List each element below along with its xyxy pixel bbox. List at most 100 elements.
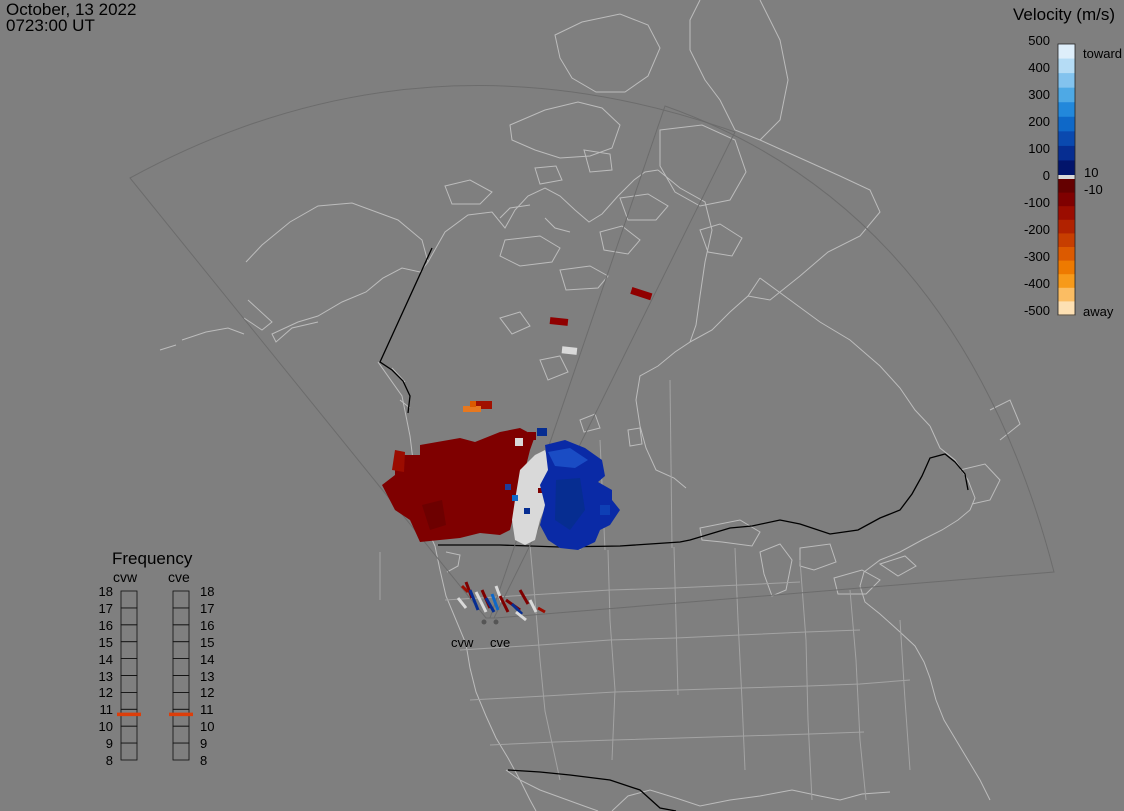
velocity-tick-label: 0 <box>1042 168 1050 183</box>
velocity-swatch-toward <box>1058 102 1075 118</box>
ground-scatter-echoes <box>505 432 552 545</box>
time-label: 0723:00 UT <box>6 16 95 35</box>
state-boundaries <box>379 379 911 801</box>
velocity-swatch-away <box>1058 179 1075 194</box>
velocity-threshold-positive: 10 <box>1084 165 1099 180</box>
velocity-swatch-toward <box>1058 145 1075 162</box>
frequency-tick-label-left: 18 <box>98 584 113 599</box>
velocity-away-label: away <box>1083 304 1114 319</box>
velocity-swatch-away <box>1058 274 1075 289</box>
frequency-cell-cvw <box>120 607 138 626</box>
map-radar-label-cve: cve <box>490 635 511 650</box>
frequency-tick-label-right: 18 <box>200 584 215 599</box>
frequency-tick-label-left: 17 <box>98 600 113 616</box>
frequency-cell-cve <box>172 742 190 761</box>
velocity-swatch-toward <box>1058 87 1075 103</box>
frequency-tick-label-left: 15 <box>98 634 113 650</box>
frequency-tick-label-right: 10 <box>200 719 215 735</box>
coastlines <box>159 0 1021 811</box>
velocity-tick-label: -100 <box>1023 195 1050 210</box>
frequency-radar-label-cve: cve <box>168 569 190 585</box>
cvw-main-away-echo <box>382 428 535 542</box>
velocity-swatch-toward <box>1058 160 1075 176</box>
frequency-cell-cvw <box>120 725 138 744</box>
frequency-tick-label-right: 16 <box>200 617 215 633</box>
frequency-cell-cve <box>172 658 190 676</box>
velocity-swatch-away <box>1058 301 1075 316</box>
velocity-swatch-away <box>1058 287 1075 302</box>
frequency-tick-label-left: 10 <box>98 719 113 735</box>
radar-fields-of-view <box>129 85 1055 619</box>
radar-sites <box>481 619 499 625</box>
frequency-tick-label-right: 8 <box>200 753 208 768</box>
velocity-colorbar <box>1057 43 1076 316</box>
velocity-swatch-toward <box>1058 131 1075 147</box>
frequency-cell-cvw <box>120 742 138 761</box>
frequency-cell-cve <box>172 590 190 609</box>
velocity-threshold-negative: -10 <box>1084 182 1103 197</box>
velocity-swatch-away <box>1058 260 1075 275</box>
velocity-tick-label: 100 <box>1028 141 1050 156</box>
frequency-tick-label-left: 13 <box>98 668 113 684</box>
country-borders <box>379 247 969 811</box>
velocity-colorbar-frame <box>1057 43 1076 316</box>
frequency-tick-label-right: 14 <box>200 651 215 667</box>
frequency-tick-label-left: 11 <box>99 702 114 718</box>
frequency-tick-label-right: 9 <box>200 736 208 752</box>
velocity-swatch-away <box>1058 206 1075 221</box>
frequency-cell-cve <box>172 607 190 626</box>
frequency-tick-label-right: 13 <box>200 668 215 684</box>
frequency-cell-cvw <box>120 658 138 676</box>
cve-site-marker <box>493 619 499 625</box>
velocity-tick-label: -300 <box>1023 249 1050 264</box>
frequency-cell-cvw <box>120 641 138 660</box>
velocity-tick-label: -500 <box>1023 303 1050 318</box>
cvw-site-marker <box>481 619 487 625</box>
velocity-swatch-toward <box>1058 73 1075 89</box>
velocity-swatch-away <box>1058 192 1075 207</box>
frequency-cell-cve <box>172 641 190 660</box>
velocity-swatch-away <box>1058 233 1075 248</box>
frequency-cell-cve <box>172 624 190 643</box>
frequency-tick-label-left: 16 <box>98 617 113 633</box>
velocity-legend-title: Velocity (m/s) <box>1013 5 1116 24</box>
velocity-tick-label: 500 <box>1028 33 1050 48</box>
frequency-tick-label-right: 17 <box>200 600 215 616</box>
near-range-echoes <box>456 581 546 622</box>
frequency-cell-cve <box>172 675 190 693</box>
velocity-tick-label: -400 <box>1023 276 1050 291</box>
frequency-tick-label-right: 15 <box>200 634 215 650</box>
frequency-cell-cvw <box>120 624 138 643</box>
cvw-velocity-echoes <box>382 287 653 542</box>
velocity-tick-label: -200 <box>1023 222 1050 237</box>
velocity-swatch-toward <box>1058 116 1075 132</box>
frequency-cell-cve <box>172 692 190 710</box>
frequency-cell-cve <box>172 725 190 744</box>
frequency-tick-label-left: 8 <box>105 753 113 768</box>
frequency-tick-label-left: 9 <box>105 736 113 752</box>
velocity-tick-label: 400 <box>1028 60 1050 75</box>
frequency-panel-title: Frequency <box>112 549 193 568</box>
velocity-toward-label: toward <box>1083 46 1123 61</box>
velocity-tick-label: 300 <box>1028 87 1050 102</box>
frequency-cell-cvw <box>120 708 138 727</box>
velocity-swatch-away <box>1058 247 1075 262</box>
cve-velocity-echoes <box>537 428 620 550</box>
velocity-tick-label: 200 <box>1028 114 1050 129</box>
map-radar-label-cvw: cvw <box>451 635 474 650</box>
frequency-indicator-boxes <box>117 590 193 761</box>
velocity-swatch-toward <box>1058 44 1075 60</box>
frequency-radar-label-cvw: cvw <box>113 569 138 585</box>
frequency-cell-cve <box>172 708 190 727</box>
velocity-swatch-ground-scatter <box>1058 175 1075 179</box>
frequency-tick-label-right: 12 <box>200 685 215 701</box>
velocity-swatch-away <box>1058 219 1075 234</box>
velocity-swatch-toward <box>1058 58 1075 74</box>
frequency-cell-cvw <box>120 692 138 710</box>
frequency-cell-cvw <box>120 590 138 609</box>
cve-fov-outline <box>489 105 1055 619</box>
frequency-cell-cvw <box>120 675 138 693</box>
date-label: October, 13 2022 <box>6 0 137 19</box>
frequency-tick-label-left: 14 <box>98 651 113 667</box>
